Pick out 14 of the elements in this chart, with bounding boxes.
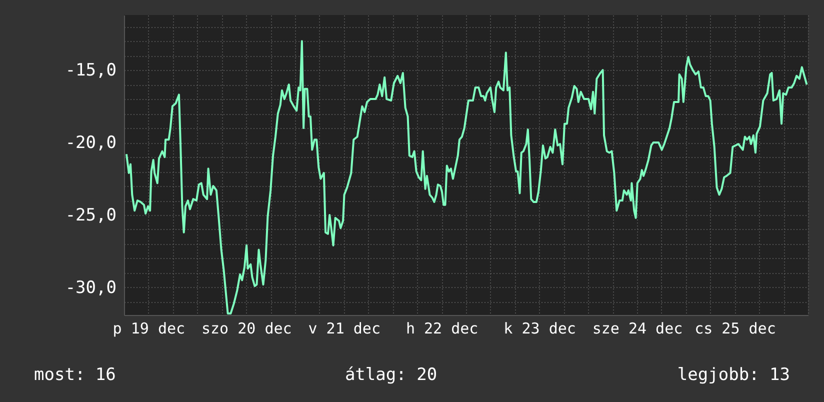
x-tick-label: cs 25 dec [694, 320, 776, 338]
text: most: 16 [34, 365, 116, 385]
y-tick-label: -15,0 [65, 60, 116, 81]
x-tick-label: v 21 dec [308, 320, 380, 338]
y-tick-label: -20,0 [65, 133, 116, 154]
x-tick-label: h 22 dec [406, 320, 478, 338]
x-tick-label: sze 24 dec [592, 320, 683, 338]
x-tick-label: k 23 dec [504, 320, 576, 338]
x-tick-label: szo 20 dec [201, 320, 292, 338]
text: legjobb: 13 [677, 365, 790, 385]
y-tick-label: -25,0 [65, 206, 116, 226]
x-tick-label: p 19 dec [112, 320, 186, 338]
text: átlag: 20 [344, 365, 438, 385]
y-tick-label: -30,0 [65, 278, 116, 298]
